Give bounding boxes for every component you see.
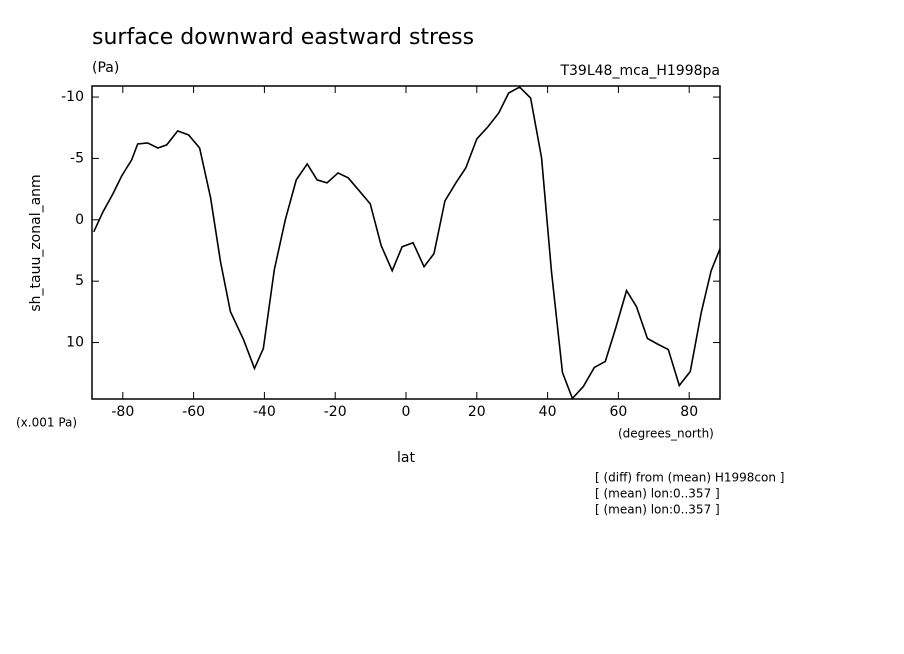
x-tick-label: -60 [182,404,205,420]
x-axis-label: lat [397,450,415,466]
y-tick-label: 5 [75,273,84,289]
y-tick-label: -5 [70,150,84,166]
plot-frame [91,85,721,400]
chart-title: surface downward eastward stress [92,25,474,50]
x-tick-label: 0 [402,404,411,420]
x-tick-label: -20 [324,404,347,420]
x-tick-label: 20 [468,404,486,420]
y-tick-label: -10 [61,89,84,105]
y-tick-label: 0 [75,212,84,228]
data-line [93,86,721,400]
units: (Pa) [92,60,119,76]
y-axis-label: sh_tauu_zonal_anm [28,174,44,311]
run-label: T39L48_mca_H1998pa [559,63,720,79]
x-tick-label: -80 [111,404,134,420]
x-tick-label: -40 [253,404,276,420]
y-tick-label: 10 [66,335,84,351]
y-scale-label: (x.001 Pa) [16,416,77,430]
x-units: (degrees_north) [618,427,714,441]
x-tick-label: 40 [539,404,557,420]
note: [ (diff) from (mean) H1998con ] [595,471,784,485]
note: [ (mean) lon:0..357 ] [595,487,720,501]
x-tick-label: 80 [680,404,698,420]
note: [ (mean) lon:0..357 ] [595,503,720,517]
x-tick-label: 60 [609,404,627,420]
